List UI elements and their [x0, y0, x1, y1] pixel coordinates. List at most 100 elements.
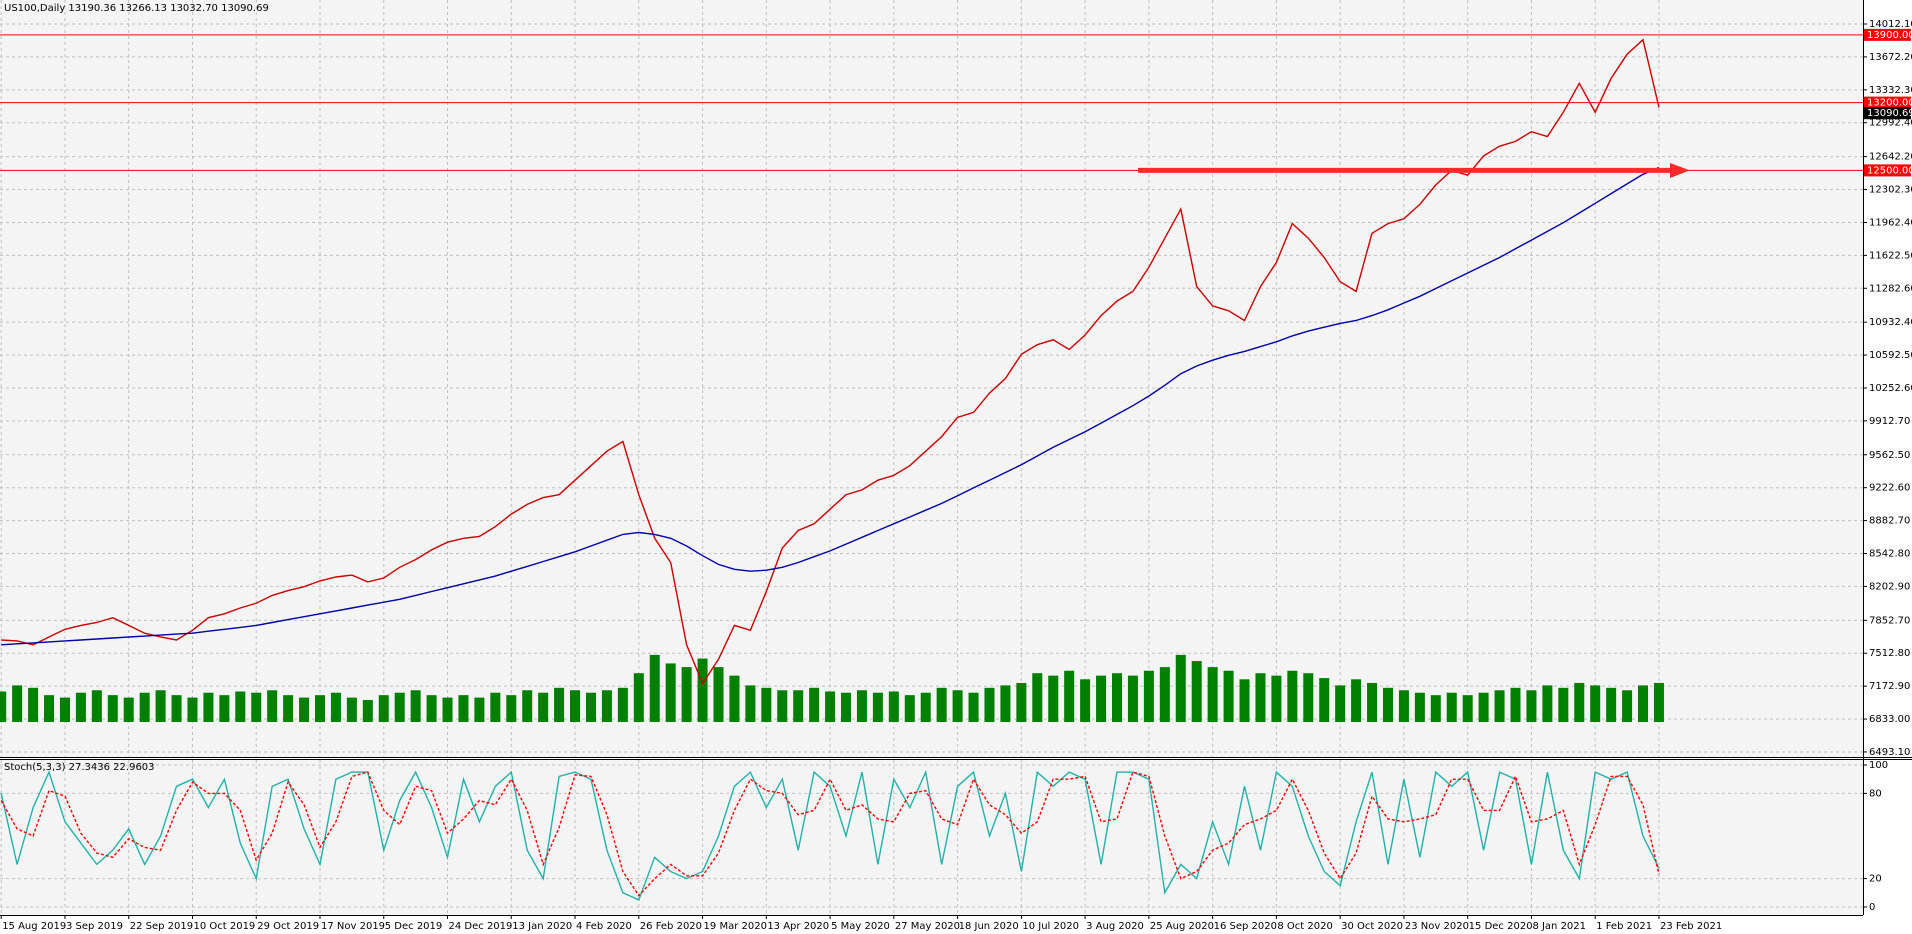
- volume-bar: [442, 697, 453, 722]
- volume-bar: [1175, 654, 1186, 722]
- volume-bar: [697, 658, 708, 722]
- arrow-head: [1670, 163, 1690, 178]
- volume-bar: [506, 695, 517, 722]
- volume-bar: [378, 695, 389, 722]
- volume-bar: [1271, 675, 1282, 722]
- volume-bar: [1223, 670, 1234, 722]
- volume-bar: [458, 695, 469, 722]
- volume-bar: [171, 695, 182, 722]
- level-label: 13900.00: [1867, 30, 1912, 41]
- volume-bar: [59, 697, 70, 722]
- volume-bar: [681, 667, 692, 722]
- volume-bar: [888, 691, 899, 722]
- level-label: 12500.00: [1867, 165, 1912, 176]
- y-tick-label: 6493.10: [1869, 747, 1910, 758]
- x-tick-label: 10 Jul 2020: [1022, 921, 1079, 932]
- x-tick-label: 15 Aug 2019: [2, 921, 66, 932]
- x-tick-label: 5 Dec 2019: [385, 921, 443, 932]
- x-tick-label: 25 Aug 2020: [1150, 921, 1214, 932]
- x-tick-label: 8 Oct 2020: [1277, 921, 1332, 932]
- volume-bar: [825, 691, 836, 722]
- volume-bar: [809, 687, 820, 722]
- volume-bar: [1016, 682, 1027, 722]
- x-tick-label: 16 Sep 2020: [1214, 921, 1277, 932]
- series-line: [0, 771, 1660, 897]
- y-tick-label: 12642.20: [1869, 152, 1912, 163]
- volume-bar: [522, 690, 533, 722]
- volume-bar: [984, 687, 995, 722]
- y-tick-label: 100: [1869, 760, 1888, 771]
- y-tick-label: 8542.80: [1869, 549, 1910, 560]
- volume-bar: [1319, 678, 1330, 722]
- volume-bar: [1351, 679, 1362, 722]
- volume-bar: [633, 673, 644, 722]
- volume-bar: [1239, 679, 1250, 722]
- volume-bar: [1638, 685, 1649, 722]
- volume-bar: [1558, 687, 1569, 722]
- price-marker-label: 13090.69: [1867, 108, 1912, 119]
- y-tick-label: 7512.80: [1869, 648, 1910, 659]
- volume-bar: [665, 663, 676, 722]
- x-tick-label: 27 May 2020: [895, 921, 960, 932]
- volume-bar: [490, 692, 501, 722]
- volume-bar: [12, 685, 23, 722]
- level-label-box: [1864, 96, 1911, 109]
- volume-bar: [1112, 673, 1122, 722]
- volume-bar: [1143, 670, 1154, 722]
- x-tick-label: 30 Oct 2020: [1341, 921, 1403, 932]
- y-tick-label: 9222.60: [1869, 483, 1910, 494]
- x-tick-label: 5 May 2020: [831, 921, 890, 932]
- y-tick-label: 80: [1869, 788, 1882, 799]
- y-tick-label: 10592.50: [1869, 350, 1912, 361]
- x-tick-label: 17 Nov 2019: [321, 921, 385, 932]
- volume-bar: [1191, 661, 1202, 722]
- y-tick-label: 14012.10: [1869, 19, 1912, 30]
- x-tick-label: 13 Jan 2020: [512, 921, 572, 932]
- y-tick-label: 20: [1869, 874, 1882, 885]
- stoch-panel: [0, 760, 1863, 915]
- volume-bar: [554, 687, 565, 722]
- y-tick-label: 7172.90: [1869, 681, 1910, 692]
- y-tick-label: 12302.30: [1869, 185, 1912, 196]
- volume-bar: [1303, 673, 1314, 722]
- volume-bar: [1574, 682, 1585, 722]
- volume-bar: [729, 675, 740, 722]
- volume-bar: [968, 692, 979, 722]
- volume-bar: [1510, 687, 1521, 722]
- x-tick-label: 22 Sep 2019: [130, 921, 193, 932]
- volume-bar: [107, 695, 118, 722]
- volume-bar: [777, 690, 788, 722]
- y-tick-label: 10932.40: [1869, 317, 1912, 328]
- grid: [0, 0, 1863, 915]
- x-tick-label: 29 Oct 2019: [257, 921, 319, 932]
- volume-bar: [601, 690, 612, 722]
- volume-bar: [761, 687, 772, 722]
- x-tick-label: 3 Sep 2019: [66, 921, 123, 932]
- volume-bar: [1542, 685, 1553, 722]
- volume-bar: [856, 690, 867, 722]
- x-tick-label: 19 Mar 2020: [704, 921, 767, 932]
- volume-bar: [617, 687, 628, 722]
- series-line: [1, 38, 1660, 685]
- x-tick-label: 15 Dec 2020: [1469, 921, 1533, 932]
- volume-bar: [585, 692, 596, 722]
- volume-bar: [841, 692, 852, 722]
- volume-bar: [203, 692, 214, 722]
- volume-bar: [570, 690, 581, 722]
- volume-bar: [1096, 675, 1107, 722]
- volume-bar: [1653, 682, 1664, 722]
- level-label: 13200.00: [1867, 98, 1912, 109]
- volume-bar: [1032, 673, 1043, 722]
- y-tick-label: 8202.90: [1869, 581, 1910, 592]
- volume-bar: [1255, 673, 1266, 722]
- volume-bar: [920, 692, 931, 722]
- volume-bar: [235, 691, 246, 722]
- volume-bar: [75, 692, 86, 722]
- x-tick-label: 26 Feb 2020: [640, 921, 702, 932]
- volume-bar: [1606, 687, 1617, 722]
- volume-bar: [1414, 692, 1425, 722]
- volume-bar: [1127, 675, 1138, 722]
- x-tick-label: 13 Apr 2020: [767, 921, 829, 932]
- x-tick-label: 8 Jan 2021: [1532, 921, 1586, 932]
- volume-bar: [1590, 685, 1601, 722]
